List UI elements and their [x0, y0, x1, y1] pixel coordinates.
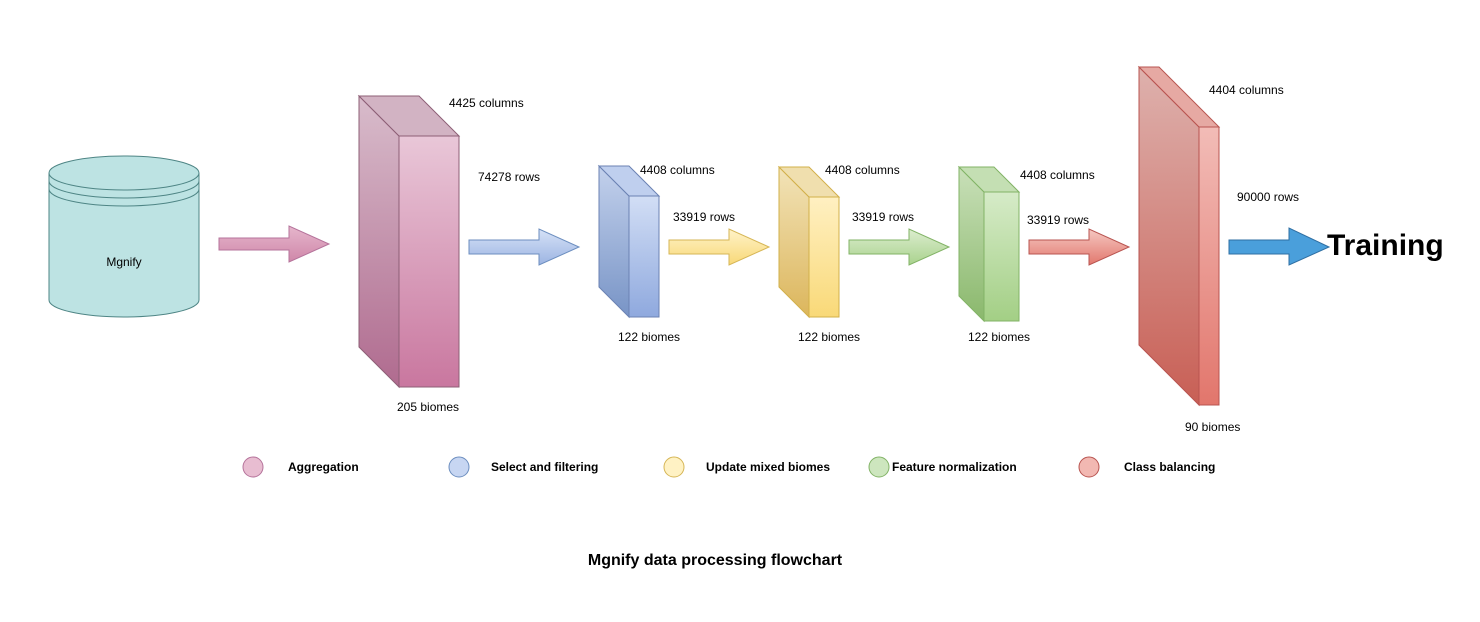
legend-swatch-normalize	[868, 456, 890, 478]
legend-swatch-aggregation	[242, 456, 264, 478]
normalize-columns: 4408 columns	[1020, 168, 1095, 182]
arrow-to-balance	[1028, 228, 1131, 266]
legend-swatch-select	[448, 456, 470, 478]
database-body	[48, 173, 200, 318]
select-rows: 33919 rows	[673, 210, 735, 224]
legend-swatch-balance	[1078, 456, 1100, 478]
source-label: Mgnify	[106, 255, 141, 269]
database-ring	[48, 188, 200, 207]
arrow-to-select	[468, 228, 581, 266]
database-top	[48, 155, 200, 191]
legend-swatch-update	[663, 456, 685, 478]
update-rows: 33919 rows	[852, 210, 914, 224]
aggregation-columns: 4425 columns	[449, 96, 524, 110]
normalize-rows: 33919 rows	[1027, 213, 1089, 227]
aggregation-biomes: 205 biomes	[397, 400, 459, 414]
balance-biomes: 90 biomes	[1185, 420, 1240, 434]
legend-label-aggregation: Aggregation	[288, 460, 359, 474]
database-ring	[48, 180, 200, 199]
select-block	[597, 164, 661, 319]
legend: Aggregation Select and filtering Update …	[242, 456, 1215, 478]
update-biomes: 122 biomes	[798, 330, 860, 344]
block-front	[628, 195, 660, 318]
select-biomes: 122 biomes	[618, 330, 680, 344]
legend-label-update: Update mixed biomes	[706, 460, 830, 474]
update-block	[777, 165, 841, 319]
normalize-biomes: 122 biomes	[968, 330, 1030, 344]
block-side	[358, 94, 400, 389]
figure-caption: Mgnify data processing flowchart	[588, 552, 843, 569]
mgnify-database: Mgnify	[48, 155, 200, 318]
normalize-block	[957, 165, 1021, 323]
block-side	[958, 165, 985, 323]
aggregation-block	[357, 94, 461, 389]
arrow-to-normalize	[848, 228, 951, 266]
arrow-to-training	[1228, 227, 1331, 266]
select-columns: 4408 columns	[640, 163, 715, 177]
legend-label-select: Select and filtering	[491, 460, 598, 474]
balance-columns: 4404 columns	[1209, 83, 1284, 97]
legend-label-normalize: Feature normalization	[892, 460, 1017, 474]
balance-block	[1137, 65, 1221, 407]
block-front	[808, 196, 840, 318]
aggregation-rows: 74278 rows	[478, 170, 540, 184]
block-front	[983, 191, 1020, 322]
training-label: Training	[1327, 229, 1444, 262]
legend-label-balance: Class balancing	[1124, 460, 1215, 474]
arrow-to-update	[668, 228, 771, 266]
block-front	[398, 135, 460, 388]
arrow-to-aggregation	[218, 225, 331, 263]
update-columns: 4408 columns	[825, 163, 900, 177]
block-front	[1198, 126, 1220, 406]
balance-rows: 90000 rows	[1237, 190, 1299, 204]
